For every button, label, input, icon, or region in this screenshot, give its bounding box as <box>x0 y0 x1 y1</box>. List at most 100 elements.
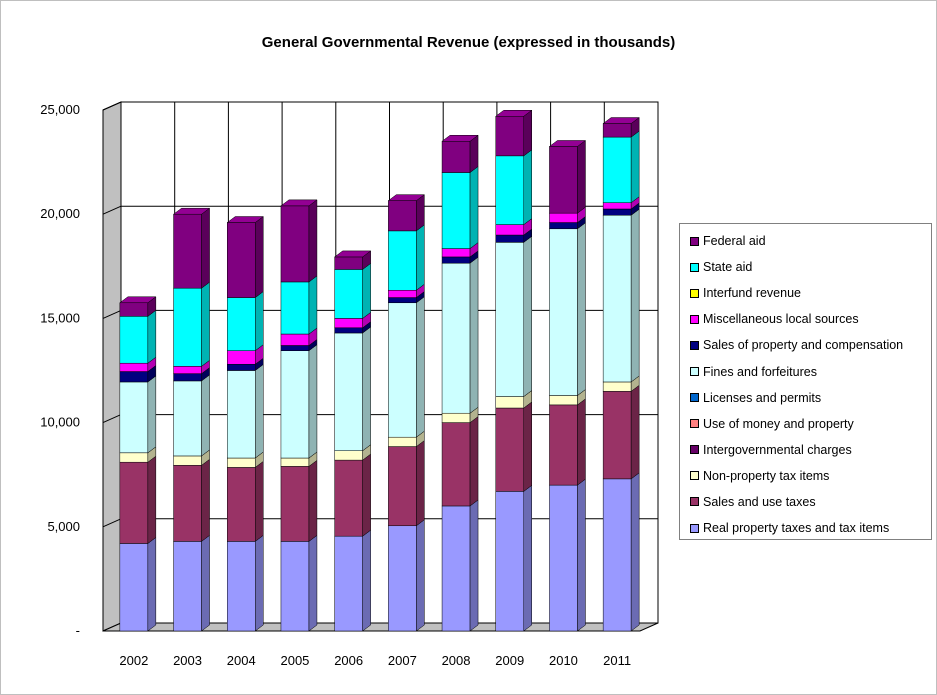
bar-segment-side <box>362 529 371 632</box>
bar-segment <box>227 222 256 298</box>
bar-segment <box>173 213 202 289</box>
bar-segment <box>334 318 363 329</box>
bar-segment <box>173 373 202 382</box>
bar-segment <box>280 350 310 459</box>
bar-segment <box>602 381 632 392</box>
bar-segment-side <box>308 459 318 542</box>
bar-segment <box>173 541 202 632</box>
y-tick-label: - <box>76 623 80 638</box>
bar-segment <box>119 302 149 317</box>
bar-segment-side <box>147 309 157 364</box>
legend-item: Federal aid <box>680 228 931 254</box>
bar-segment-side <box>255 364 264 459</box>
bar-segment <box>334 450 363 461</box>
legend-label: State aid <box>703 260 753 275</box>
bar-segment <box>119 452 149 463</box>
bar-segment <box>495 491 524 632</box>
y-tick-label: 25,000 <box>40 102 80 117</box>
bar-segment <box>388 436 417 447</box>
bar-segment-side <box>147 375 157 454</box>
legend-label: Miscellaneous local sources <box>703 312 859 327</box>
bar-top <box>441 135 479 142</box>
bar-segment <box>173 366 202 374</box>
bar-segment <box>280 466 310 542</box>
bar-segment <box>388 525 417 632</box>
bar-segment <box>280 345 310 351</box>
bar-segment <box>173 465 202 542</box>
bar-segment <box>549 212 578 223</box>
bar-segment <box>602 208 632 216</box>
bar-segment-side <box>201 374 210 457</box>
legend-item: Non-property tax items <box>680 463 931 489</box>
bar-segment <box>227 541 256 632</box>
gridline-side <box>102 518 122 528</box>
bar-segment <box>388 200 417 232</box>
legend-label: Non-property tax items <box>703 468 830 483</box>
bar-segment <box>495 234 524 243</box>
bar-segment <box>441 256 471 264</box>
legend-swatch <box>690 445 699 455</box>
bar-segment <box>602 202 632 210</box>
bar-segment <box>441 141 471 173</box>
bar-segment <box>334 535 363 632</box>
bar-segment-side <box>630 472 640 632</box>
bar-segment <box>334 332 363 451</box>
bar-segment <box>495 242 524 397</box>
gridline-side <box>102 205 122 215</box>
legend-item: Use of money and property <box>680 411 931 437</box>
bar-segment <box>227 370 256 459</box>
x-tick-label: 2010 <box>549 653 578 668</box>
bar-segment-side <box>577 478 586 632</box>
bar-segment <box>227 457 256 468</box>
bar-segment <box>495 407 524 492</box>
bar-segment <box>227 467 256 542</box>
bar-top <box>119 296 157 304</box>
bar-segment <box>119 362 149 372</box>
bar-segment <box>119 371 149 383</box>
bar-segment <box>388 230 417 291</box>
bar-segment <box>173 455 202 466</box>
x-tick-label: 2003 <box>173 653 202 668</box>
bar-segment <box>441 412 471 423</box>
bar-segment-side <box>308 534 318 632</box>
legend-item: Licenses and permits <box>680 385 931 411</box>
bar-segment <box>441 172 471 249</box>
legend-item: Interfund revenue <box>680 280 931 306</box>
bar-segment-side <box>416 519 425 632</box>
bar-segment-side <box>362 262 371 319</box>
bar-segment <box>549 228 578 396</box>
bar-top <box>280 199 318 207</box>
legend-swatch <box>690 262 699 272</box>
bar-segment <box>334 256 363 270</box>
bar-segment <box>602 214 632 383</box>
legend-swatch <box>690 471 699 481</box>
legend-item: Real property taxes and tax items <box>680 515 931 541</box>
bar-segment <box>119 461 149 544</box>
legend-item: Miscellaneous local sources <box>680 306 931 332</box>
bar-segment <box>388 446 417 527</box>
legend-label: Real property taxes and tax items <box>703 521 890 536</box>
bar-segment-side <box>469 256 479 414</box>
x-tick-label: 2004 <box>227 653 256 668</box>
legend-swatch <box>690 340 699 350</box>
bar-segment-side <box>523 109 532 157</box>
bar-segment <box>549 146 578 214</box>
y-tick-label: 10,000 <box>40 415 80 430</box>
bar-segment-side <box>469 166 479 250</box>
bar-segment-side <box>577 398 586 486</box>
bar-top <box>602 117 640 124</box>
bar-segment-side <box>416 224 425 291</box>
legend-swatch <box>690 393 699 403</box>
bar-top <box>333 250 372 258</box>
bar-segment <box>495 155 524 225</box>
bar-segment <box>388 297 417 304</box>
bar-segment <box>119 543 149 632</box>
legend-item: Intergovernmental charges <box>680 437 931 463</box>
bar-top <box>172 207 211 215</box>
bar-segment <box>334 269 363 319</box>
bar-segment-side <box>523 149 532 226</box>
chart-title: General Governmental Revenue (expressed … <box>261 34 676 51</box>
bar-segment <box>441 262 471 414</box>
bar-segment <box>280 333 310 346</box>
bar-segment <box>388 302 417 438</box>
